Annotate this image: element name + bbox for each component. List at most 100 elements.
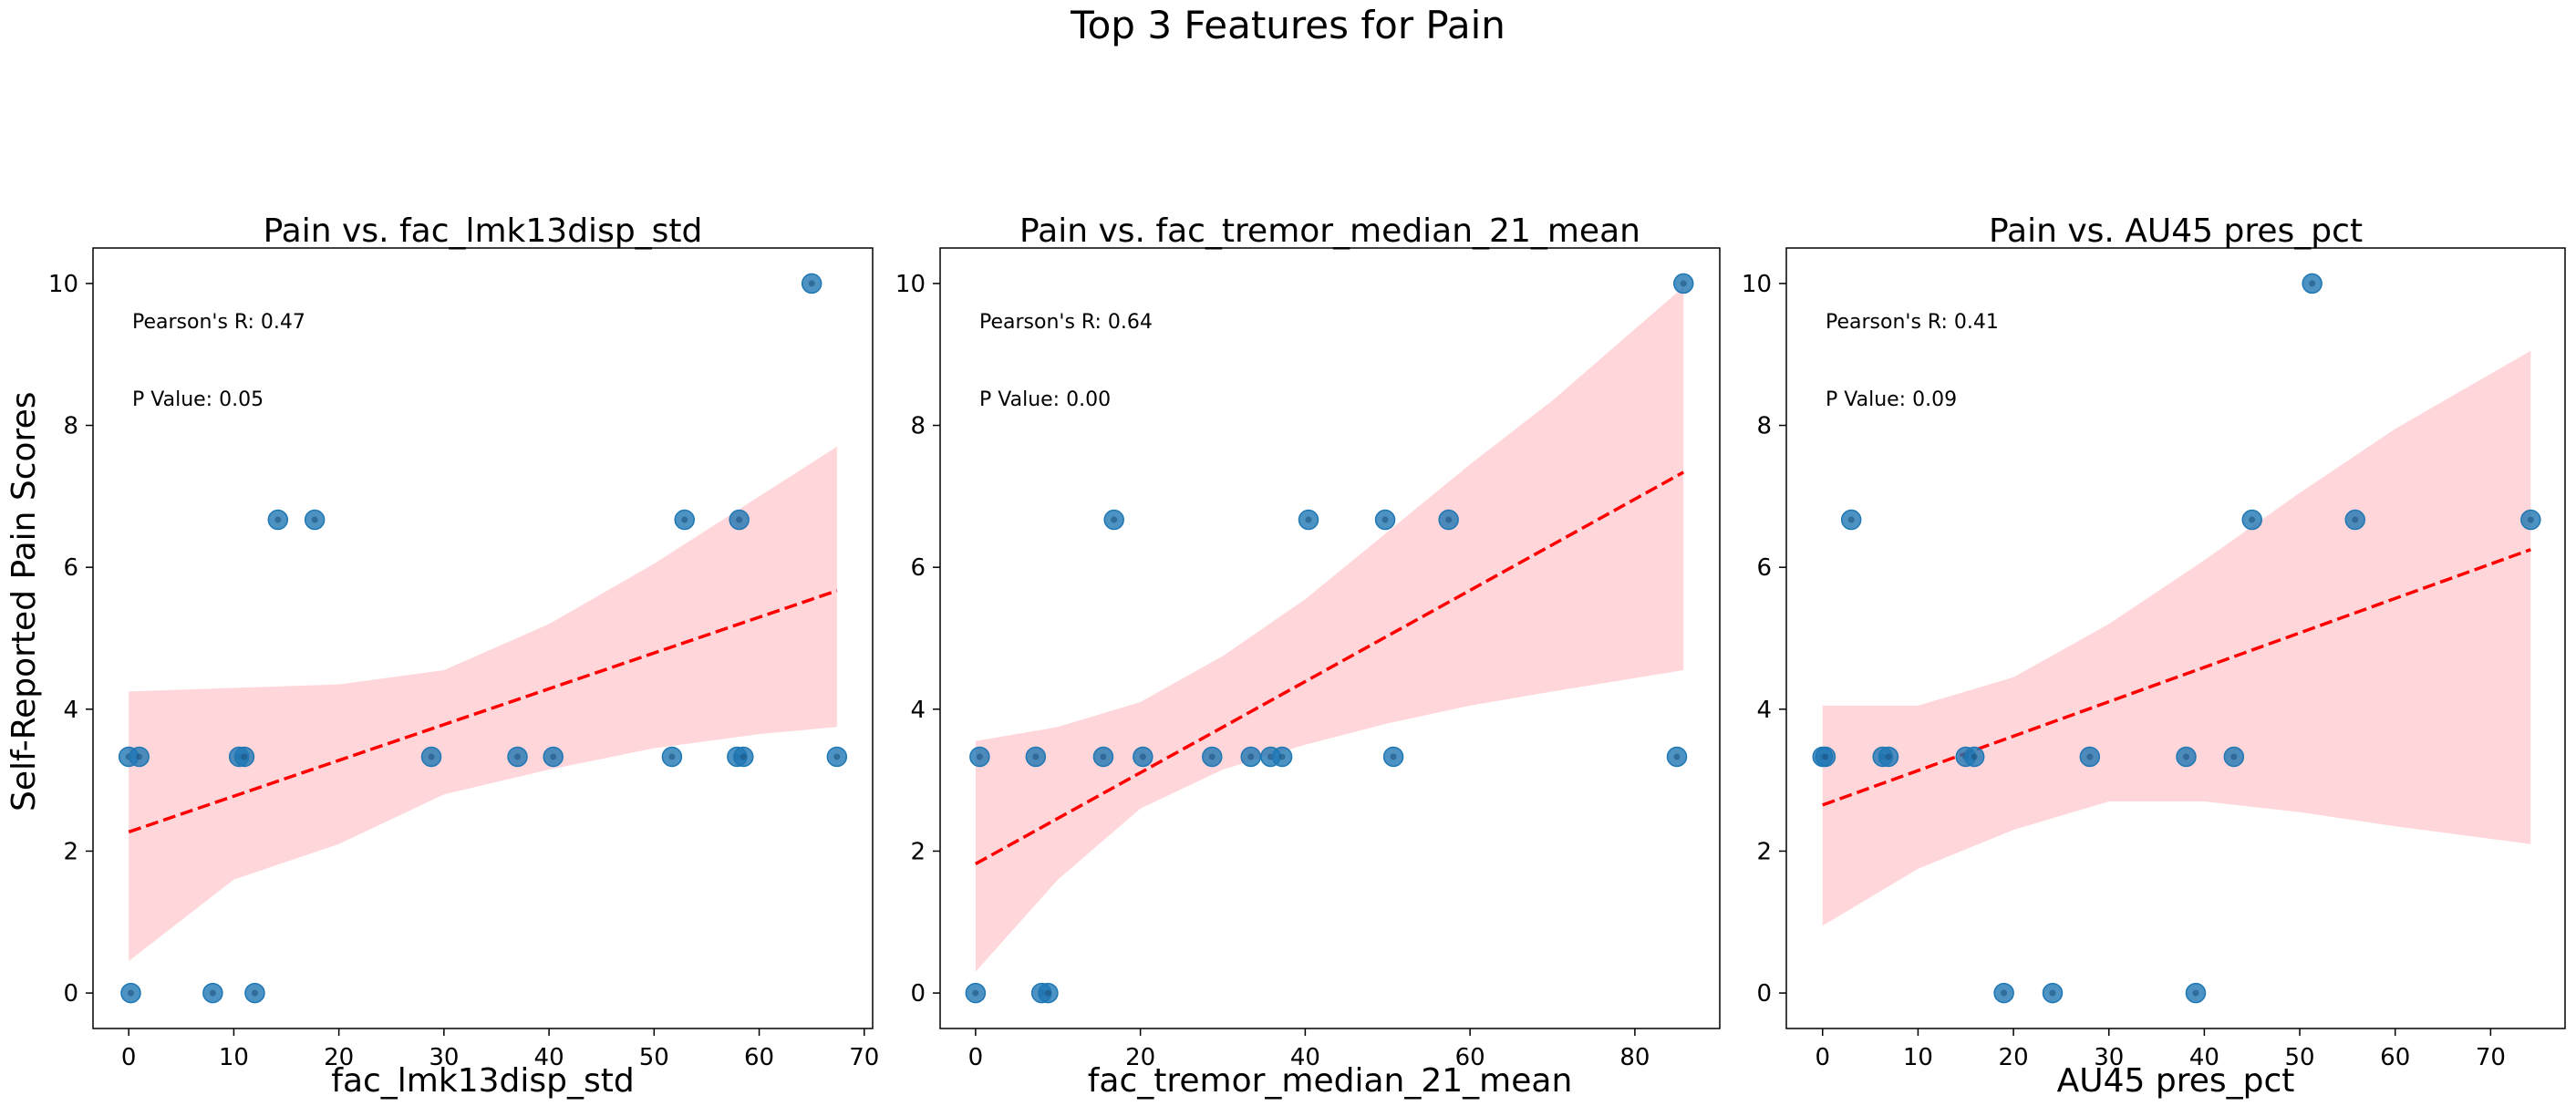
- x-tick-label: 30: [429, 1044, 459, 1071]
- x-tick-label: 60: [2380, 1044, 2410, 1071]
- y-tick-label: 4: [63, 697, 78, 724]
- y-tick-label: 6: [1756, 554, 1772, 582]
- data-point-center: [2049, 989, 2056, 997]
- x-tick-label: 80: [1619, 1044, 1650, 1071]
- y-tick-label: 2: [1756, 838, 1772, 865]
- x-tick-label: 20: [324, 1044, 354, 1071]
- data-point-center: [1822, 753, 1829, 760]
- y-tick-label: 0: [910, 980, 926, 1008]
- y-tick-label: 10: [1742, 271, 1772, 298]
- data-point-center: [1278, 753, 1286, 760]
- confidence-band: [129, 446, 837, 962]
- data-point-center: [428, 753, 435, 760]
- data-point-center: [2527, 516, 2534, 523]
- data-point-center: [1673, 753, 1681, 760]
- pearson-r-annotation: Pearson's R: 0.64: [979, 311, 1153, 334]
- data-point-center: [311, 516, 318, 523]
- data-point-center: [1139, 753, 1146, 760]
- data-point-center: [209, 989, 216, 997]
- subplot-title: Pain vs. AU45 pres_pct: [1989, 212, 2363, 250]
- data-point-center: [2249, 516, 2256, 523]
- chart-panel-3: 0 10 20 30 40 50 60 70 0 2 4 6 8 10 Pain vs. AU45 pres…: [1742, 212, 2566, 1100]
- data-point-center: [808, 280, 815, 287]
- axes-frame: [1785, 247, 2566, 1029]
- data-point-center: [1111, 516, 1118, 523]
- x-tick-label: 60: [744, 1044, 774, 1071]
- x-tick-label: 0: [121, 1044, 137, 1071]
- subplot-title: Pain vs. fac_lmk13disp_std: [264, 212, 703, 250]
- x-axis-label: fac_lmk13disp_std: [331, 1062, 634, 1100]
- axes-frame: [939, 247, 1721, 1029]
- y-tick-label: 4: [1756, 697, 1772, 724]
- data-point-center: [972, 989, 979, 997]
- data-point-center: [681, 516, 688, 523]
- p-value-annotation: P Value: 0.00: [979, 388, 1111, 411]
- x-tick-label: 10: [1903, 1044, 1933, 1071]
- data-point-center: [274, 516, 282, 523]
- data-point-center: [1885, 753, 1892, 760]
- x-tick-label: 10: [219, 1044, 249, 1071]
- y-tick-label: 6: [910, 554, 926, 582]
- data-point-center: [514, 753, 522, 760]
- y-tick-label: 2: [63, 838, 78, 865]
- figure-title: Top 3 Features for Pain: [1071, 3, 1505, 47]
- x-tick-label: 30: [2094, 1044, 2124, 1071]
- pearson-r-annotation: Pearson's R: 0.47: [132, 311, 305, 334]
- data-point-center: [1305, 516, 1312, 523]
- x-tick-label: 40: [534, 1044, 564, 1071]
- data-point-center: [2352, 516, 2359, 523]
- x-tick-label: 50: [639, 1044, 669, 1071]
- data-point-center: [1032, 753, 1040, 760]
- regression-line: [975, 470, 1685, 865]
- data-point-center: [976, 753, 983, 760]
- data-point-center: [740, 753, 747, 760]
- data-point-center: [833, 753, 841, 760]
- x-tick-label: 70: [849, 1044, 879, 1071]
- data-point-center: [1680, 280, 1687, 287]
- y-tick-label: 0: [1756, 980, 1772, 1008]
- p-value-annotation: P Value: 0.05: [132, 388, 264, 411]
- regression-line: [128, 589, 838, 834]
- data-point-center: [1847, 516, 1855, 523]
- x-tick-label: 60: [1455, 1044, 1485, 1071]
- data-point-center: [127, 989, 134, 997]
- x-axis-label: AU45 pres_pct: [2057, 1062, 2295, 1100]
- p-value-annotation: P Value: 0.09: [1826, 388, 1957, 411]
- y-tick-label: 8: [1756, 413, 1772, 440]
- data-point-center: [1247, 753, 1255, 760]
- data-point-center: [1971, 753, 1978, 760]
- x-tick-label: 0: [1815, 1044, 1830, 1071]
- y-tick-label: 10: [895, 271, 926, 298]
- y-tick-label: 8: [910, 413, 926, 440]
- data-point-center: [2309, 280, 2316, 287]
- x-tick-label: 0: [968, 1044, 984, 1071]
- data-point-center: [2183, 753, 2190, 760]
- y-tick-label: 8: [63, 413, 78, 440]
- data-point-center: [1390, 753, 1397, 760]
- x-tick-label: 40: [1290, 1044, 1320, 1071]
- y-tick-label: 2: [910, 838, 926, 865]
- y-tick-label: 10: [48, 271, 78, 298]
- data-point-center: [1044, 989, 1051, 997]
- subplot-title: Pain vs. fac_tremor_median_21_mean: [1019, 212, 1640, 250]
- chart-panel-1: 0 10 20 30 40 50 60 70 0 2 4 6 8 10 Pain vs. fac_lmk13…: [48, 212, 879, 1100]
- data-point-center: [1381, 516, 1389, 523]
- x-tick-label: 20: [1999, 1044, 2029, 1071]
- x-tick-label: 20: [1125, 1044, 1155, 1071]
- data-point-center: [1208, 753, 1216, 760]
- data-point-center: [668, 753, 676, 760]
- confidence-band: [975, 286, 1684, 972]
- x-tick-label: 40: [2189, 1044, 2219, 1071]
- regression-line: [1822, 548, 2531, 807]
- data-point-center: [550, 753, 557, 760]
- pearson-r-annotation: Pearson's R: 0.41: [1826, 311, 1999, 334]
- data-point-center: [2086, 753, 2094, 760]
- data-point-center: [1445, 516, 1453, 523]
- chart-panel-2: 0 20 40 60 80 0 2 4 6 8 10 Pain vs. fac_tremor_medi…: [895, 212, 1721, 1100]
- confidence-band: [1822, 350, 2531, 926]
- y-tick-label: 6: [63, 554, 78, 582]
- data-point-center: [241, 753, 248, 760]
- x-axis-label: fac_tremor_median_21_mean: [1088, 1062, 1573, 1100]
- data-point-center: [2001, 989, 2008, 997]
